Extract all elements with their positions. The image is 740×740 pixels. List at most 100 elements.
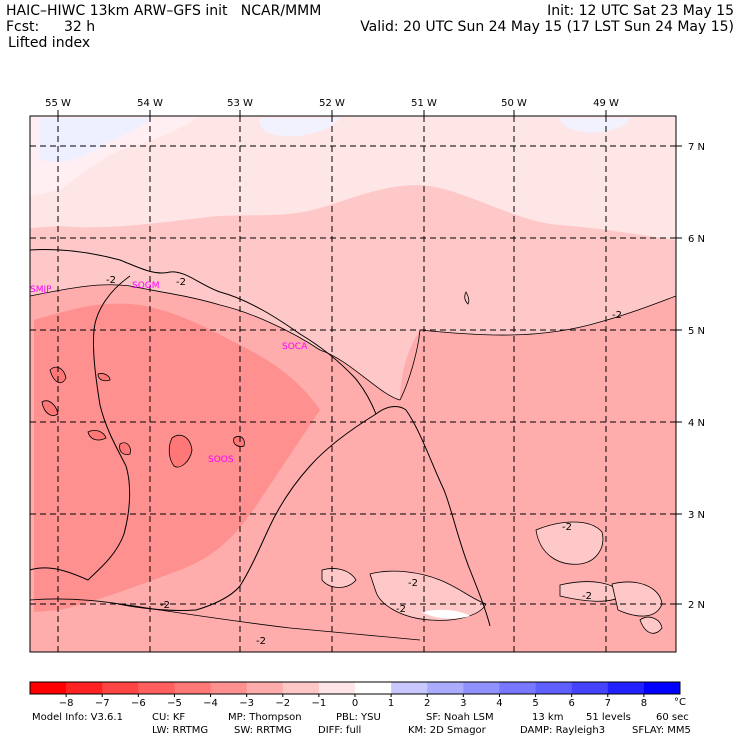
footer-timestep: 60 sec [656,712,689,723]
colorbar-swatch [607,682,645,694]
footer-damp: DAMP: Rayleigh3 [520,725,606,736]
colorbar-swatch [174,682,211,694]
colorbar-tick-label: 7 [605,698,611,709]
lon-label: 54 W [137,98,163,109]
contour-patch [321,568,357,588]
colorbar-swatch [499,682,536,694]
contour-minus2-south [30,598,421,641]
shading-minus4-spot [97,373,111,382]
axis-ticks [57,110,682,605]
footer-model-info: Model Info: V3.6.1 [32,712,123,723]
shading-minus4-spot [233,436,245,447]
station-label: SOCA [282,342,308,352]
lat-label: 2 N [688,600,705,611]
shading-positive-patch-3 [560,118,630,133]
colorbar-swatch [318,682,356,694]
colorbar-tick-label: −4 [203,698,218,709]
contour-label: -2 [176,277,186,288]
shading-minus4-spot [168,434,193,468]
colorbar-swatch [138,682,175,694]
shading-minus4-spot [41,400,59,416]
colorbar-tick-label: −3 [239,698,254,709]
colorbar-swatch [282,682,320,694]
lon-label: 55 W [45,98,71,109]
footer-cumulus: CU: KF [152,712,186,723]
colorbar-tick-label: 5 [532,698,538,709]
colorbar-tick-label: −7 [95,698,110,709]
shading-positive-patch-2 [259,118,340,137]
colorbar-tick-label: 4 [496,698,502,709]
footer-shortwave: SW: RRTMG [234,725,292,736]
forecast-hour: 32 h [64,19,96,35]
colorbar-tick-label: 8 [641,698,647,709]
colorbar-swatch [246,682,284,694]
lat-label: 5 N [688,326,705,337]
footer-resolution: 13 km [532,712,564,723]
colorbar: −8 −7 −6 −5 −4 −3 −2 −1 0 1 2 3 4 5 6 7 8 [29,681,681,709]
contour-label: -2 [612,310,622,321]
footer-diffusion: DIFF: full [318,725,362,736]
colorbar-tick-label: 2 [424,698,430,709]
coastlines-borders [30,249,491,627]
colorbar-swatch [643,682,681,694]
colorbar-swatch [391,682,428,694]
contour-label: -2 [106,275,116,286]
lon-label: 50 W [501,98,527,109]
lat-label: 3 N [688,510,705,521]
init-time: Init: 12 UTC Sat 23 May 15 [547,3,734,19]
contour-label: -2 [562,522,572,533]
contour-label: -2 [160,600,170,611]
colorbar-tick-label: −6 [131,698,146,709]
forecast-label: Fcst: [6,19,40,35]
map-frame [29,115,677,653]
contour-tiny [464,291,470,305]
shading-minus4-spot [119,442,131,455]
colorbar-tick-label: −8 [59,698,74,709]
lon-label: 53 W [227,98,253,109]
colorbar-tick-label: 3 [460,698,466,709]
lifted-index-field [30,116,676,652]
valid-time: Valid: 20 UTC Sun 24 May 15 (17 LST Sun … [360,19,734,35]
station-label: SMJP [30,285,52,295]
shading-minus4-spot [87,430,107,441]
contour-patch [639,616,663,634]
colorbar-tick-label: 1 [388,698,394,709]
contour-label: -2 [396,604,406,615]
border-suriname-guyana [87,275,131,581]
colorbar-swatch [535,682,572,694]
station-label: SOOS [208,455,234,465]
footer-sflay: SFLAY: MM5 [632,725,691,736]
station-label: SOGM [132,281,160,291]
footer-surface: SF: Noah LSM [426,712,494,723]
latlon-grid [30,116,676,652]
contour-minus2-east [399,295,676,401]
lat-label: 6 N [688,234,705,245]
border-south [30,567,89,581]
colorbar-swatch [355,682,392,694]
shading-minus4-spot [49,366,67,384]
lat-label: 4 N [688,418,705,429]
contour-minus2-north [30,284,401,401]
footer-microphysics: MP: Thompson [228,712,302,723]
contour-patch [535,521,604,565]
footer-pbl: PBL: YSU [336,712,381,723]
colorbar-swatch [102,682,139,694]
colorbar-swatch [210,682,247,694]
colorbar-swatch [463,682,500,694]
colorbar-tick-label: −1 [312,698,327,709]
lon-label: 52 W [319,98,345,109]
footer-levels: 51 levels [586,712,631,723]
footer-km: KM: 2D Smagor [408,725,486,736]
contour-label: -2 [408,578,418,589]
coastline [30,249,491,627]
colorbar-swatch [66,682,103,694]
colorbar-swatch [30,682,67,694]
colorbar-tick-label: 6 [568,698,574,709]
model-title: HAIC–HIWC 13km ARW–GFS init NCAR/MMM [6,3,322,19]
colorbar-tick-label: 0 [352,698,358,709]
shading-minus2-east [400,296,676,470]
contour-label: -2 [582,591,592,602]
colorbar-tick-label: −5 [167,698,182,709]
colorbar-swatch [427,682,464,694]
lat-label: 7 N [688,142,705,153]
